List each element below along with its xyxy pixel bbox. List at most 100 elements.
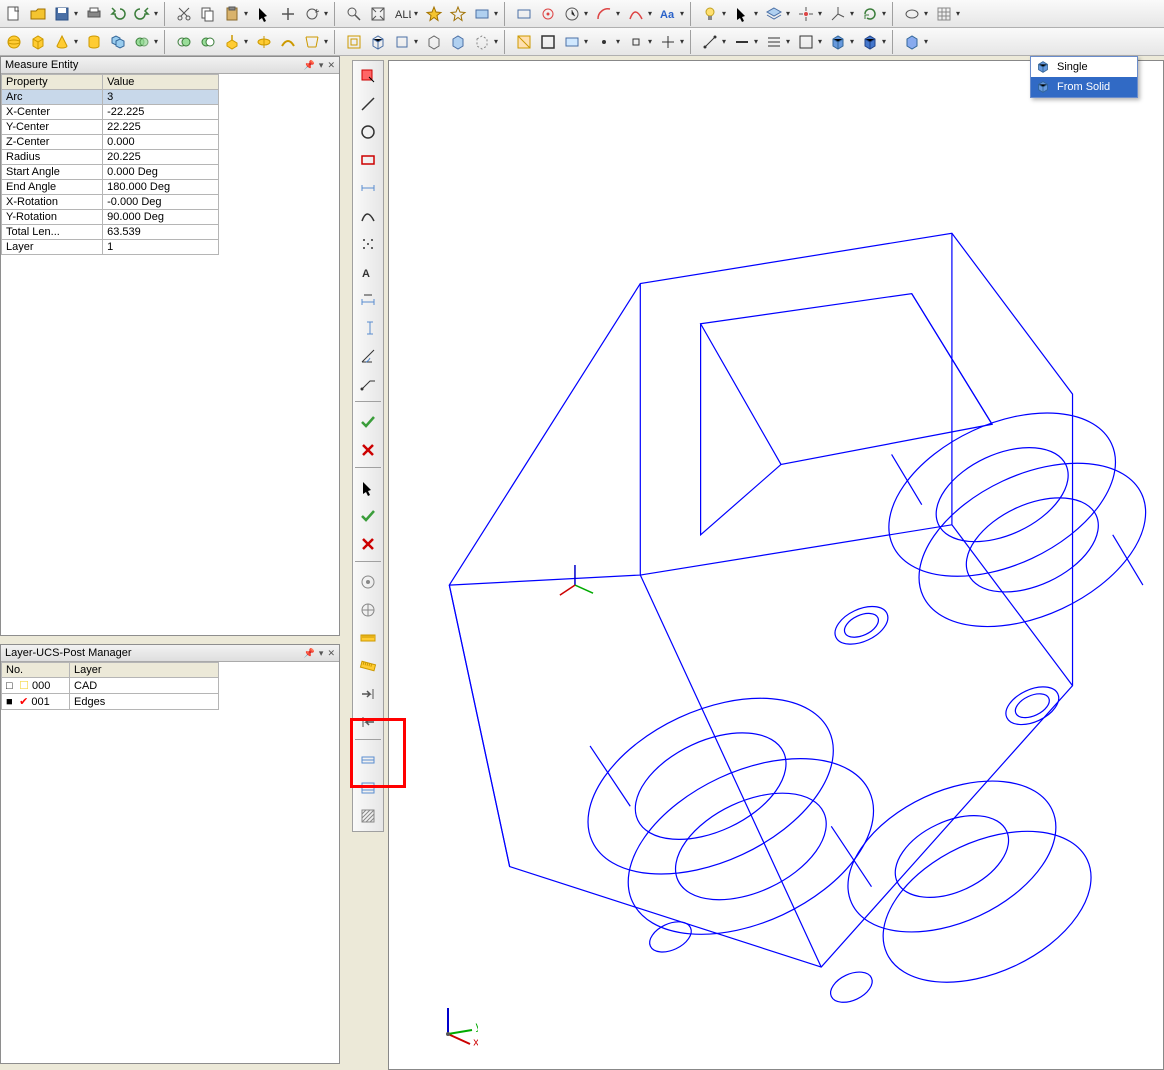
dropdown-arrow[interactable]: ▾ xyxy=(722,37,730,46)
table-row[interactable]: X-Rotation-0.000 Deg xyxy=(2,195,219,210)
table-row[interactable]: Y-Center22.225 xyxy=(2,120,219,135)
grid-button[interactable] xyxy=(932,2,956,26)
target-button[interactable] xyxy=(536,2,560,26)
redo-button[interactable] xyxy=(130,2,154,26)
table-row[interactable]: □ ☐ 000CAD xyxy=(2,678,219,694)
table-row[interactable]: ■ ✔ 001Edges xyxy=(2,694,219,710)
col-layer[interactable]: Layer xyxy=(70,663,219,678)
dropdown-arrow[interactable]: ▾ xyxy=(850,37,858,46)
snap3-button[interactable] xyxy=(656,30,680,54)
dropdown-arrow[interactable]: ▾ xyxy=(74,9,82,18)
dropdown-arrow[interactable]: ▾ xyxy=(924,9,932,18)
dropdown-arrow[interactable]: ▾ xyxy=(414,37,422,46)
bulb-button[interactable] xyxy=(698,2,722,26)
dropdown-arrow[interactable]: ▾ xyxy=(648,9,656,18)
loop-button[interactable] xyxy=(900,2,924,26)
snap4-button[interactable] xyxy=(698,30,722,54)
hatch-button[interactable] xyxy=(355,803,381,829)
view-iso-button[interactable] xyxy=(366,30,390,54)
dropdown-arrow[interactable]: ▾ xyxy=(648,37,656,46)
axis-button[interactable] xyxy=(826,2,850,26)
dropdown-arrow[interactable]: ▾ xyxy=(154,9,162,18)
dropdown-arrow[interactable]: ▾ xyxy=(956,9,964,18)
dropdown-arrow[interactable]: ▾ xyxy=(494,9,502,18)
curve-tool-button[interactable] xyxy=(355,203,381,229)
table-row[interactable]: Layer1 xyxy=(2,240,219,255)
dropdown-arrow[interactable]: ▾ xyxy=(786,9,794,18)
all-text-button[interactable]: ALL xyxy=(390,2,414,26)
dropdown-arrow[interactable]: ▾ xyxy=(680,37,688,46)
col-no[interactable]: No. xyxy=(2,663,70,678)
dropdown-arrow[interactable]: ▾ xyxy=(616,37,624,46)
dropdown-icon[interactable]: ▾ xyxy=(319,60,324,71)
x-red-button[interactable] xyxy=(355,531,381,557)
extrude-button[interactable] xyxy=(220,30,244,54)
dim-h-button[interactable] xyxy=(355,287,381,313)
undo-button[interactable] xyxy=(106,2,130,26)
zoom-button[interactable] xyxy=(342,2,366,26)
dropdown-arrow[interactable]: ▾ xyxy=(754,9,762,18)
pin-icon[interactable]: 📌 xyxy=(304,60,315,71)
save-button[interactable] xyxy=(50,2,74,26)
dropdown-arrow[interactable]: ▾ xyxy=(154,37,162,46)
sphere-button[interactable] xyxy=(2,30,26,54)
target3-button[interactable] xyxy=(355,597,381,623)
copy-solid-button[interactable] xyxy=(106,30,130,54)
dropdown-arrow[interactable]: ▾ xyxy=(924,37,932,46)
angle-dim-button[interactable] xyxy=(355,343,381,369)
view-edge-button[interactable] xyxy=(536,30,560,54)
text-a-button[interactable]: A xyxy=(355,259,381,285)
star-button[interactable] xyxy=(422,2,446,26)
dropdown-item[interactable]: Single xyxy=(1031,57,1137,77)
cancel-red-button[interactable] xyxy=(355,437,381,463)
table-row[interactable]: Radius20.225 xyxy=(2,150,219,165)
dim-button[interactable] xyxy=(355,175,381,201)
close-icon[interactable]: ✕ xyxy=(327,60,335,71)
jump2-button[interactable] xyxy=(355,709,381,735)
close-icon[interactable]: ✕ xyxy=(327,648,335,659)
boolean-a-button[interactable] xyxy=(130,30,154,54)
dropdown-arrow[interactable]: ▾ xyxy=(722,9,730,18)
pin-icon[interactable]: 📌 xyxy=(304,648,315,659)
dropdown-arrow[interactable]: ▾ xyxy=(584,37,592,46)
snap-button[interactable] xyxy=(794,2,818,26)
table-row[interactable]: Arc3 xyxy=(2,90,219,105)
dropdown-item[interactable]: From Solid xyxy=(1031,77,1137,97)
select-arrow-button[interactable] xyxy=(252,2,276,26)
leader-button[interactable] xyxy=(355,371,381,397)
view-front-button[interactable] xyxy=(390,30,414,54)
select-red-button[interactable] xyxy=(355,63,381,89)
dropdown-arrow[interactable]: ▾ xyxy=(414,9,422,18)
table-row[interactable]: Start Angle0.000 Deg xyxy=(2,165,219,180)
clock-button[interactable] xyxy=(560,2,584,26)
cube3-button[interactable] xyxy=(900,30,924,54)
ruler1-button[interactable] xyxy=(355,625,381,651)
table-row[interactable]: Z-Center0.000 xyxy=(2,135,219,150)
dropdown-arrow[interactable]: ▾ xyxy=(324,9,332,18)
new-button[interactable] xyxy=(2,2,26,26)
dropdown-arrow[interactable]: ▾ xyxy=(324,37,332,46)
check-green-button[interactable] xyxy=(355,503,381,529)
cursor-button[interactable] xyxy=(730,2,754,26)
paste-button[interactable] xyxy=(220,2,244,26)
sweep-button[interactable] xyxy=(276,30,300,54)
snap2-button[interactable] xyxy=(624,30,648,54)
layers-button[interactable] xyxy=(762,2,786,26)
copy-button[interactable] xyxy=(196,2,220,26)
table-row[interactable]: Total Len...63.539 xyxy=(2,225,219,240)
grid1-button[interactable] xyxy=(730,30,754,54)
boolean-c-button[interactable] xyxy=(196,30,220,54)
col-value[interactable]: Value xyxy=(103,75,219,90)
rect-button[interactable] xyxy=(470,2,494,26)
dropdown-arrow[interactable]: ▾ xyxy=(74,37,82,46)
dropdown-arrow[interactable]: ▾ xyxy=(818,37,826,46)
view-hidden-button[interactable] xyxy=(470,30,494,54)
dropdown-arrow[interactable]: ▾ xyxy=(244,37,252,46)
open-button[interactable] xyxy=(26,2,50,26)
dropdown-arrow[interactable]: ▾ xyxy=(494,37,502,46)
line-button[interactable] xyxy=(355,91,381,117)
rect2-button[interactable] xyxy=(512,2,536,26)
refresh-button[interactable] xyxy=(858,2,882,26)
grid2-button[interactable] xyxy=(762,30,786,54)
view-box-button[interactable] xyxy=(560,30,584,54)
